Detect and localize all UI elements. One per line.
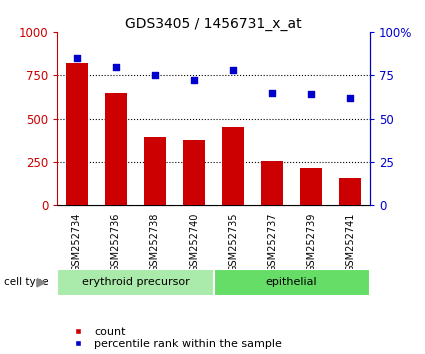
Point xyxy=(347,95,354,101)
Point xyxy=(152,73,159,78)
Text: GSM252736: GSM252736 xyxy=(111,213,121,272)
Bar xyxy=(66,63,88,205)
Bar xyxy=(300,168,322,205)
Text: GSM252741: GSM252741 xyxy=(345,213,355,272)
Text: cell type: cell type xyxy=(4,277,49,287)
Point xyxy=(308,91,314,97)
Bar xyxy=(183,140,205,205)
Point xyxy=(191,78,198,83)
Bar xyxy=(57,269,213,296)
Title: GDS3405 / 1456731_x_at: GDS3405 / 1456731_x_at xyxy=(125,17,302,31)
Text: GSM252740: GSM252740 xyxy=(189,213,199,272)
Text: erythroid precursor: erythroid precursor xyxy=(82,277,190,287)
Text: epithelial: epithelial xyxy=(266,277,317,287)
Point xyxy=(113,64,119,69)
Text: GSM252737: GSM252737 xyxy=(267,213,277,273)
Bar xyxy=(340,178,361,205)
Text: ▶: ▶ xyxy=(37,276,46,289)
Point xyxy=(269,90,275,96)
Bar xyxy=(213,269,370,296)
Point xyxy=(230,67,236,73)
Text: GSM252734: GSM252734 xyxy=(72,213,82,272)
Text: GSM252735: GSM252735 xyxy=(228,213,238,273)
Bar xyxy=(105,93,127,205)
Text: GSM252738: GSM252738 xyxy=(150,213,160,272)
Bar xyxy=(222,127,244,205)
Text: GSM252739: GSM252739 xyxy=(306,213,316,272)
Point xyxy=(74,55,80,61)
Bar xyxy=(261,161,283,205)
Bar xyxy=(144,137,166,205)
Legend: count, percentile rank within the sample: count, percentile rank within the sample xyxy=(63,322,286,354)
